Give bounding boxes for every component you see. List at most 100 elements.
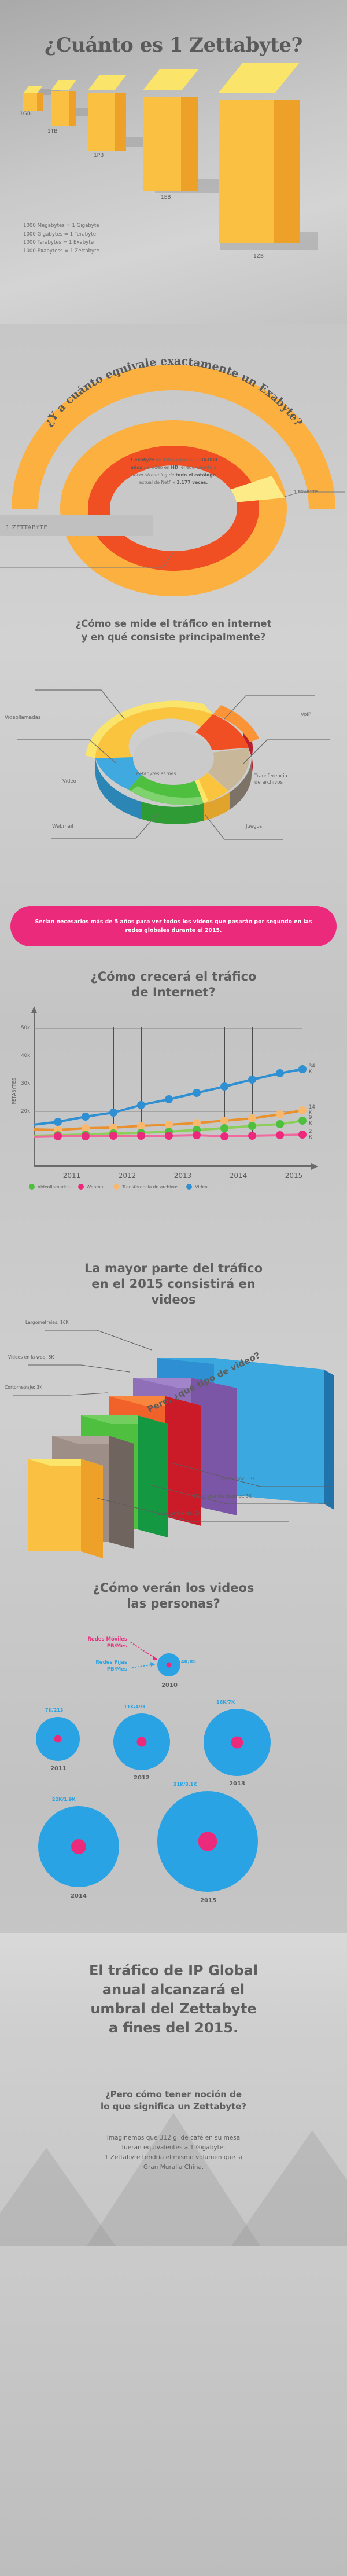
bubble-value-2014: 22K/1.9K — [52, 1797, 76, 1802]
exa-phrase-4: años — [130, 465, 143, 470]
xtick-2012: 2012 — [118, 1172, 136, 1180]
bubble-2010 — [157, 1653, 180, 1676]
line-series-group — [33, 1065, 307, 1140]
bar-label-1tb: 1TB — [47, 129, 58, 134]
legend-item-videollamadas: Videollamadas — [29, 1184, 70, 1190]
donut-label-juegos: Juegos — [246, 824, 263, 830]
legend-dot-icon — [186, 1184, 193, 1190]
legend-label: Transferencia de archivos — [122, 1184, 179, 1190]
headline-line-2: anual alcanzará el — [102, 1981, 245, 1998]
title-line-1: ¿Cómo se mide el tráfico en internet — [75, 618, 272, 629]
traffic-donut-chart — [17, 689, 330, 840]
legend-mobile-line-2: PB/Mes — [106, 1643, 127, 1649]
bubble-year-2012: 2012 — [134, 1775, 150, 1781]
legend-fixed-line-1: Redes Fijas — [95, 1660, 127, 1665]
headline-line-3: umbral del Zettabyte — [90, 2001, 257, 2017]
exabyte-donut-graphic: ¿Y a cuánto equivale exactamente un Exab… — [0, 355, 345, 596]
bubble-value-2011: 7K/213 — [45, 1708, 64, 1713]
bubble-year-2010: 2010 — [161, 1682, 178, 1689]
traffic-composition-section: ¿Cómo se mide el tráfico en internet y e… — [0, 602, 347, 891]
body-line-3: 1 Zettabyte tendría el mismo volumen que… — [104, 2154, 243, 2161]
legend-item-transferencia: Transferencia de archivos — [113, 1184, 178, 1190]
ytick-20k: 20k — [21, 1109, 30, 1114]
legend-item-video: Video — [186, 1184, 208, 1190]
line-chart-title: ¿Cómo crecerá el tráfico de Internet? — [0, 969, 347, 1000]
highlight-banner: Serían necesarios más de 5 años para ver… — [10, 906, 337, 946]
zettabyte-callout-bar — [0, 515, 153, 536]
bar-label-1zb: 1ZB — [253, 254, 264, 259]
endlabel-videollamadas: 9 K — [309, 1115, 312, 1126]
xtick-2013: 2013 — [174, 1172, 192, 1180]
closing-question: ¿Pero cómo tener noción de lo que signif… — [0, 2089, 347, 2113]
bubble-2012 — [113, 1713, 170, 1770]
exa-phrase-2: de datos equivale a — [154, 457, 201, 463]
exa-phrase-7: , el equivalente a — [178, 465, 217, 470]
vgridline — [224, 1027, 225, 1137]
mountain-shape — [231, 2130, 347, 2246]
legend-label: Videollamadas — [38, 1184, 70, 1190]
donut-label-webmail: Webmail — [52, 824, 73, 830]
bubble-core-mobile — [166, 1662, 172, 1668]
bubble-core-mobile — [54, 1735, 62, 1743]
pink-banner-section: Serían necesarios más de 5 años para ver… — [0, 891, 347, 961]
body-line-1: Imaginemos que 312 g. de café en su mesa — [106, 2134, 241, 2141]
equation-item: 1000 Exabytess = 1 Zettabyte — [23, 248, 99, 254]
title-line-2: y en qué consiste principalmente? — [81, 632, 266, 643]
bubble-2015 — [157, 1791, 258, 1892]
callout-zettabyte: 1 ZETTABYTE — [6, 524, 48, 531]
bar-label-1gb: 1GB — [20, 111, 31, 117]
bubble-value-2015: 31K/3.1K — [174, 1782, 197, 1787]
legend-label: Webmail — [86, 1184, 106, 1190]
bubble-value-2010: 4K/85 — [181, 1659, 196, 1664]
legend-label: Video — [195, 1184, 208, 1190]
vgridline — [113, 1027, 114, 1137]
endlabel-webmail: 2 K — [309, 1129, 312, 1140]
slab-label-video-ambiente: Video ambiente: 2K — [157, 1511, 201, 1516]
y-axis-label: PETABYTES — [12, 1077, 17, 1104]
legend-dot-icon — [29, 1184, 35, 1190]
hero-section: ¿Cuánto es 1 Zettabyte? 1GB 1TB 1PB 1EB … — [0, 0, 347, 324]
slab-label-largometrajes: Largometrajes: 16K — [25, 1320, 69, 1325]
equation-item: 1000 Gigabytes = 1 Terabyte — [23, 231, 96, 237]
donut-label-voip: VoIP — [301, 712, 311, 718]
slab-label-video-movil: Video móvil: 3K — [221, 1476, 256, 1481]
y-axis — [34, 1012, 35, 1167]
exabyte-section: ¿Y a cuánto equivale exactamente un Exab… — [0, 324, 347, 602]
ytick-50k: 50k — [21, 1025, 30, 1031]
y-axis-arrow — [31, 1006, 37, 1013]
internet-growth-section: ¿Cómo crecerá el tráfico de Internet? 20… — [0, 961, 347, 1250]
video-types-3d-chart: Pero, ¿qué tipo de video? — [13, 1330, 334, 1558]
legend-item-webmail: Webmail — [77, 1184, 106, 1190]
bubble-value-2013: 16K/7K — [216, 1700, 235, 1705]
page-title: ¿Cuánto es 1 Zettabyte? — [45, 34, 302, 57]
headline-line-4: a fines del 2015. — [108, 2020, 239, 2036]
donut-label-videollamadas: Videollamadas — [5, 715, 41, 721]
x-axis — [34, 1165, 312, 1167]
title-line-1: ¿Cómo verán los videos — [93, 1581, 254, 1595]
question-line-1: ¿Pero cómo tener noción de — [105, 2089, 242, 2100]
question-line-2: lo que significa un Zettabyte? — [100, 2101, 247, 2112]
exa-phrase-5: de video en — [142, 465, 171, 470]
bubble-chart-title: ¿Cómo verán los videos las personas? — [0, 1580, 347, 1612]
bar-1tb — [51, 80, 88, 126]
exa-phrase-1: 1 exabyte — [130, 457, 154, 463]
bubble-2011 — [36, 1717, 80, 1761]
xtick-2011: 2011 — [62, 1172, 81, 1180]
donut-label-transferencia: Transferencia de archivos — [254, 773, 287, 786]
exa-phrase-3: 36.000 — [200, 457, 217, 463]
xtick-2014: 2014 — [229, 1172, 248, 1180]
bubble-core-mobile — [198, 1832, 217, 1851]
exa-phrase-6: HD — [171, 465, 179, 470]
exabyte-body-text: 1 exabyte de datos equivale a 36.000 año… — [90, 456, 257, 486]
how-people-watch-section: ¿Cómo verán los videos las personas? Red… — [0, 1575, 347, 1933]
slab-label-cortometraje: Cortometraje: 3K — [5, 1385, 43, 1390]
donut-label-video: Video — [62, 779, 76, 784]
title-line-1: ¿Cómo crecerá el tráfico — [90, 970, 257, 984]
exa-phrase-10: actual de Netflix — [139, 480, 177, 485]
endlabel-video: 34 K — [309, 1063, 315, 1075]
traffic-donut-title: ¿Cómo se mide el tráfico en internet y e… — [0, 617, 347, 644]
body-line-2: fueran equivalentes a 1 Gigabyte. — [121, 2144, 226, 2151]
gridline-50k — [34, 1028, 302, 1029]
byte-equation-list: 1000 Megabytes = 1 Gigabyte 1000 Gigabyt… — [23, 222, 99, 255]
headline-line-1: El tráfico de IP Global — [88, 1962, 259, 1979]
